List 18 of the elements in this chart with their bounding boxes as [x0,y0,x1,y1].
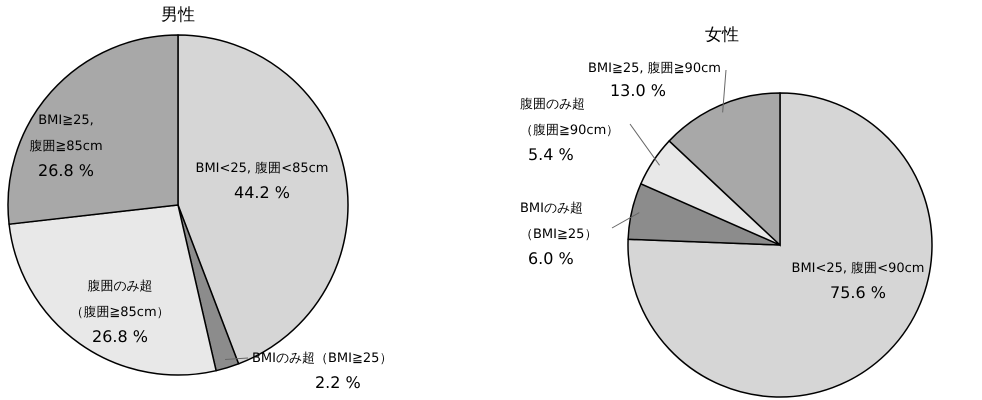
data-label: 26.8 % [38,161,94,180]
slice-label: 腹囲のみ超（腹囲≧90cm） [520,97,620,138]
chart-title: 男性 [161,5,195,25]
slice-label: BMI≧25, 腹囲≧85cm [29,113,103,154]
data-label: 5.4 % [528,145,574,164]
data-label: 2.2 % [315,373,361,392]
data-label: 44.2 % [234,183,290,202]
chart-title: 女性 [705,25,739,45]
slice-label: BMI<25, 腹囲<90cm [792,261,924,276]
slice-label: BMI<25, 腹囲<85cm [196,161,328,176]
slice-label: BMIのみ超（BMI≧25） [520,201,598,242]
slice-label: 腹囲のみ超（腹囲≧85cm） [70,279,170,320]
data-label: 26.8 % [92,327,148,346]
data-label: 6.0 % [528,249,574,268]
data-label: 13.0 % [610,81,666,100]
slice-label: BMIのみ超（BMI≧25） [252,351,392,366]
slice-label: BMI≧25, 腹囲≧90cm [588,61,721,76]
data-label: 75.6 % [830,283,886,302]
